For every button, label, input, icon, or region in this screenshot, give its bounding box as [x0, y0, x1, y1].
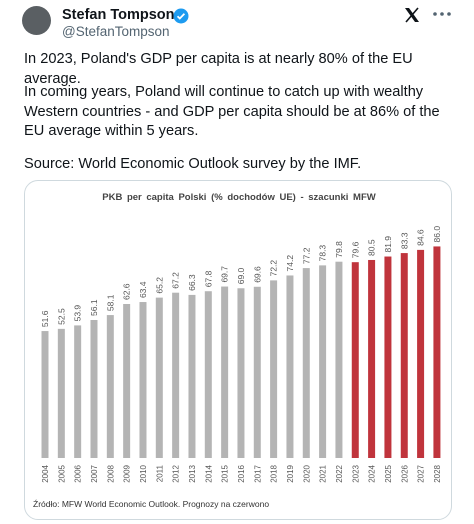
x-tick-label: 2014	[204, 464, 213, 482]
value-label: 80.5	[367, 239, 377, 256]
x-tick-label: 2015	[221, 464, 230, 482]
value-label: 84.6	[416, 229, 426, 246]
value-label: 62.6	[122, 283, 132, 300]
value-label: 79.8	[334, 241, 344, 258]
chart-title: PKB per capita Polski (% dochodów UE) - …	[102, 192, 376, 203]
x-tick-label: 2011	[155, 464, 164, 482]
value-label: 81.9	[383, 236, 393, 253]
value-label: 66.3	[187, 274, 197, 291]
bar	[204, 291, 212, 458]
x-logo	[405, 7, 419, 23]
x-tick-label: 2027	[417, 464, 426, 482]
post-text: Source: World Economic Outlook survey by…	[24, 156, 362, 172]
post-text: In coming years, Poland will continue to…	[24, 84, 440, 139]
bar	[253, 286, 261, 458]
x-tick-label: 2026	[400, 464, 409, 482]
value-label: 51.6	[40, 310, 50, 327]
x-tick-label: 2025	[384, 464, 393, 482]
bar	[57, 328, 65, 458]
bar	[106, 315, 114, 458]
bar	[302, 268, 310, 458]
bar	[74, 325, 82, 458]
bar	[270, 280, 278, 458]
bar	[172, 292, 180, 458]
value-label: 67.8	[203, 270, 213, 287]
value-label: 78.3	[318, 245, 328, 262]
bar	[188, 294, 196, 458]
bar	[155, 297, 163, 458]
bar	[286, 275, 294, 458]
value-label: 67.2	[171, 272, 181, 289]
value-label: 63.4	[138, 281, 148, 298]
x-tick-label: 2013	[188, 464, 197, 482]
value-label: 52.5	[56, 308, 66, 325]
x-tick-label: 2004	[41, 464, 50, 482]
bar	[41, 331, 49, 458]
verified-badge	[173, 8, 189, 24]
bar	[433, 246, 441, 458]
bar	[237, 288, 245, 458]
handle[interactable]: @StefanTompson	[62, 24, 170, 39]
x-tick-label: 2012	[172, 464, 181, 482]
bar	[368, 259, 376, 458]
value-label: 69.0	[236, 267, 246, 284]
x-tick-label: 2028	[433, 464, 442, 482]
x-tick-label: 2017	[253, 464, 262, 482]
chart-card[interactable]: PKB per capita Polski (% dochodów UE) - …	[24, 180, 452, 520]
bar	[417, 249, 425, 458]
x-tick-label: 2024	[368, 464, 377, 482]
chart: PKB per capita Polski (% dochodów UE) - …	[33, 192, 442, 509]
value-label: 72.2	[269, 260, 279, 277]
bar	[123, 304, 131, 458]
x-tick-label: 2009	[123, 464, 132, 482]
x-tick-label: 2021	[319, 464, 328, 482]
value-label: 58.1	[105, 294, 115, 311]
bar	[139, 302, 147, 458]
bar	[400, 253, 408, 458]
bar	[335, 261, 343, 458]
value-label: 53.9	[73, 305, 83, 322]
bar	[319, 265, 327, 458]
author[interactable]: Stefan Tompson	[62, 7, 175, 23]
x-tick-label: 2023	[351, 464, 360, 482]
value-label: 56.1	[89, 299, 99, 316]
x-tick-label: 2005	[57, 464, 66, 482]
value-label: 77.2	[301, 247, 311, 264]
value-label: 69.7	[220, 266, 230, 283]
bar	[351, 262, 359, 458]
x-tick-label: 2016	[237, 464, 246, 482]
x-tick-label: 2022	[335, 464, 344, 482]
x-tick-label: 2018	[270, 464, 279, 482]
value-label: 74.2	[285, 255, 295, 272]
x-tick-label: 2010	[139, 464, 148, 482]
value-label: 65.2	[154, 277, 164, 294]
bar	[384, 256, 392, 458]
post-text: In 2023, Poland's GDP per capita is at n…	[24, 51, 413, 87]
bar	[90, 319, 98, 458]
more-menu[interactable]	[432, 10, 452, 18]
x-tick-label: 2019	[286, 464, 295, 482]
avatar[interactable]	[22, 6, 51, 35]
x-tick-label: 2007	[90, 464, 99, 482]
value-label: 79.6	[350, 241, 360, 258]
value-label: 86.0	[432, 226, 442, 243]
value-label: 69.6	[252, 266, 262, 283]
chart-source: Źródło: MFW World Economic Outlook. Prog…	[33, 499, 269, 509]
x-tick-label: 2006	[74, 464, 83, 482]
value-label: 83.3	[399, 232, 409, 249]
bar	[221, 286, 229, 458]
x-tick-label: 2020	[302, 464, 311, 482]
x-tick-label: 2008	[106, 464, 115, 482]
